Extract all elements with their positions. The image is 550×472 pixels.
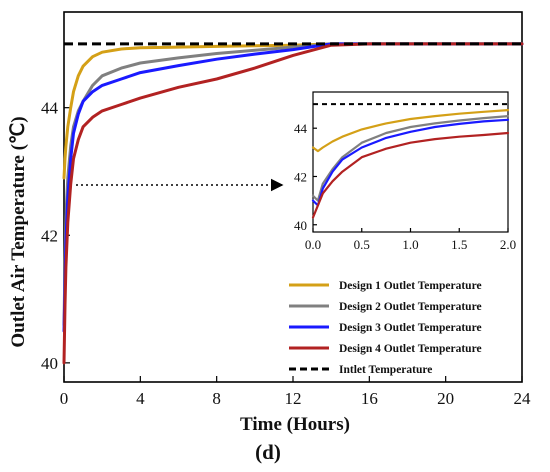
main-x-tick-label: 12 [285, 389, 302, 408]
inset-x-tick-label: 1.5 [451, 237, 467, 252]
inset-plot: 0.0 0.5 1.0 1.5 2.0 40 42 44 [294, 91, 516, 252]
x-axis-label: Time (Hours) [240, 414, 350, 435]
legend-label-3: Design 3 Outlet Temperature [339, 322, 482, 334]
main-x-tick-label: 16 [361, 389, 378, 408]
main-plot: 0 4 8 12 16 20 24 40 42 44 [41, 11, 532, 408]
main-y-tick-label: 40 [41, 354, 58, 373]
main-x-tick-label: 8 [212, 389, 221, 408]
main-y-tick-label: 44 [41, 99, 59, 118]
panel-label: (d) [255, 440, 281, 464]
inset-x-tick-label: 0.5 [354, 237, 370, 252]
legend-label-1: Design 1 Outlet Temperature [339, 280, 482, 292]
legend-label-2: Design 2 Outlet Temperature [339, 301, 482, 313]
legend-label-5: Intlet Temperature [339, 364, 432, 376]
legend: Design 1 Outlet Temperature Design 2 Outl… [289, 280, 482, 376]
inset-x-tick-label: 2.0 [500, 237, 516, 252]
main-x-tick-label: 4 [136, 389, 145, 408]
inset-y-tick-label: 42 [294, 169, 307, 184]
inset-x-tick-label: 0.0 [305, 237, 321, 252]
inset-series-line-4 [311, 131, 510, 219]
main-x-tick-label: 20 [437, 389, 454, 408]
inset-series-line-2 [311, 114, 510, 202]
main-x-tick-label: 0 [60, 389, 69, 408]
y-axis-label: Outlet Air Temperature (℃) [8, 116, 29, 347]
inset-x-tick-label: 1.0 [402, 237, 418, 252]
legend-label-4: Design 4 Outlet Temperature [339, 343, 482, 355]
main-series-line-3 [62, 42, 524, 333]
inset-y-tick-label: 40 [294, 218, 307, 233]
main-y-tick-label: 42 [41, 226, 58, 245]
main-series-line-4 [62, 42, 524, 365]
inset-plot-frame [312, 91, 509, 233]
main-x-tick-label: 24 [514, 389, 532, 408]
inset-series-line-1 [311, 108, 510, 153]
inset-series-line-3 [311, 118, 510, 207]
inset-y-tick-label: 44 [294, 121, 308, 136]
